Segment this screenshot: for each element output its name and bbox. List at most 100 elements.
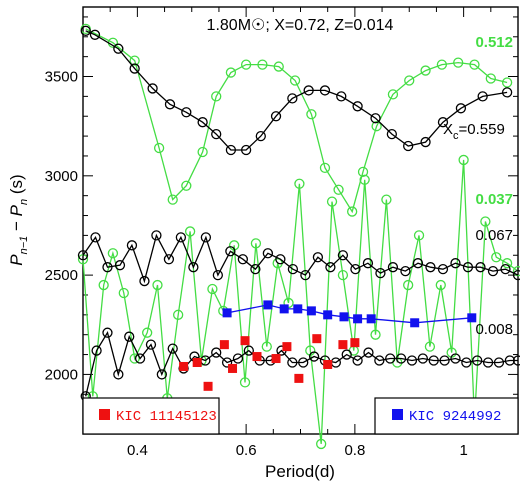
data-point [287,357,298,368]
data-point [325,262,336,273]
data-point [338,340,348,350]
data-point [211,91,222,102]
data-point [153,142,165,154]
data-point [412,258,424,269]
series-black-lower [80,327,520,402]
data-point [250,264,261,275]
data-point [263,300,273,310]
data-point [102,327,113,338]
data-point [453,57,464,68]
data-point [482,357,494,368]
data-point [279,304,289,314]
data-point [91,345,102,356]
data-point [142,327,153,338]
data-point [300,269,311,281]
data-point [385,353,396,364]
y-tick-label: 2500 [45,267,78,284]
data-point [271,354,281,364]
legend-marker-blue-square [392,409,403,420]
data-point [222,308,232,318]
data-point [197,117,208,128]
data-point [375,267,386,279]
data-point [350,338,360,348]
data-point [512,269,520,281]
data-point [102,262,113,273]
data-point [341,349,352,360]
data-point [270,111,282,122]
legend-kic-9244992: KIC 9244992 [374,397,519,435]
data-point [107,248,119,259]
data-point [403,279,414,291]
data-point [225,144,237,156]
data-point [294,373,304,383]
data-point [211,128,222,140]
data-point [461,357,472,368]
y-axis-label: Pn−1 − Pn (s) [7,174,30,265]
data-point [435,279,446,291]
y-tick-label: 3000 [45,168,78,185]
data-point [333,184,344,195]
x-axis-label: Period(d) [265,462,335,481]
series-kic-11145123 [179,334,360,391]
data-point [477,91,488,102]
data-point [480,216,491,227]
series-line-black-lower [85,331,518,397]
data-point [192,358,202,368]
data-point [261,341,272,352]
data-point [212,269,224,281]
data-point [512,355,520,366]
data-point [357,166,369,177]
data-point [167,194,178,205]
data-point [312,252,324,263]
data-point [450,258,461,269]
data-point [134,353,146,364]
data-point [306,306,316,316]
data-point [475,262,486,273]
data-point [167,343,178,354]
data-point [287,264,299,275]
annotation-0008: 0.008 [475,321,513,338]
data-point [413,230,425,241]
data-point [458,154,469,166]
data-point [287,93,298,104]
series-black-upper [80,25,513,156]
data-point [207,283,218,295]
data-point [221,357,233,368]
legend-label-kic-9244992: KIC 9244992 [409,409,501,425]
annotation-0512: 0.512 [475,34,513,51]
data-point [420,65,431,76]
data-point [240,144,252,156]
data-point [255,130,266,142]
data-point [294,178,305,189]
data-point [173,309,184,320]
data-point [491,252,502,263]
data-point [175,232,187,243]
data-point [124,331,135,342]
data-point [114,260,126,271]
data-point [467,313,477,323]
data-point [181,107,192,118]
data-point [387,262,399,273]
data-point [501,77,513,88]
legend-kic-11145123: KIC 11145123 [82,397,220,435]
data-point [163,254,175,265]
data-point [326,196,338,207]
plot-area [82,6,519,435]
data-point [362,258,374,269]
data-point [181,180,192,191]
data-point [404,75,415,86]
data-point [371,121,382,132]
data-point [425,262,436,273]
series-black-middle [77,230,520,287]
data-point [312,334,322,344]
x-tick-label: 1 [459,442,467,459]
data-point [472,355,483,366]
x-tick-label: 0.6 [236,442,257,459]
data-point [243,345,254,356]
data-point [282,342,292,352]
annotation-0067: 0.067 [475,227,513,244]
data-point [436,59,448,70]
data-point [228,363,238,373]
data-point [469,59,480,70]
data-point [113,43,124,54]
